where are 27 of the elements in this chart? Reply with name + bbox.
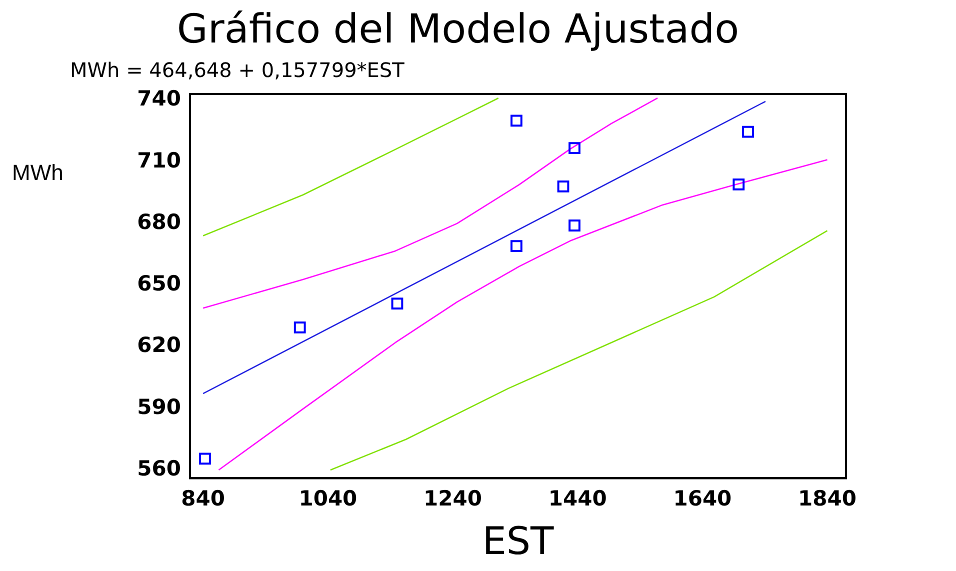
y-axis-title: MWh (12, 160, 64, 186)
x-tick-label: 1040 (298, 486, 358, 510)
chart-title: Gráfico del Modelo Ajustado (176, 6, 740, 52)
point (557, 180, 570, 192)
point (510, 114, 522, 127)
point (568, 142, 580, 154)
y-tick-label: 560 (137, 456, 181, 480)
y-tick-label: 680 (137, 210, 181, 234)
point (199, 452, 211, 465)
x-tick-label: 1440 (548, 486, 607, 510)
x-tick-label: 1640 (673, 486, 732, 510)
point (510, 240, 522, 252)
point (568, 220, 580, 232)
x-tick-label: 1840 (798, 486, 856, 510)
point (391, 298, 404, 310)
point (732, 178, 745, 190)
chart-subtitle: MWh = 464,648 + 0,157799*EST (70, 58, 406, 82)
point (742, 126, 754, 138)
point (294, 321, 306, 334)
y-tick-label: 740 (137, 86, 181, 111)
x-tick-label: 1240 (424, 486, 482, 510)
y-tick-label: 620 (137, 333, 181, 358)
y-tick-label: 710 (137, 148, 181, 172)
y-tick-label: 650 (137, 272, 181, 296)
y-tick-label: 590 (137, 394, 181, 419)
x-tick-label: 840 (181, 486, 226, 510)
x-axis-title: EST (482, 519, 554, 564)
